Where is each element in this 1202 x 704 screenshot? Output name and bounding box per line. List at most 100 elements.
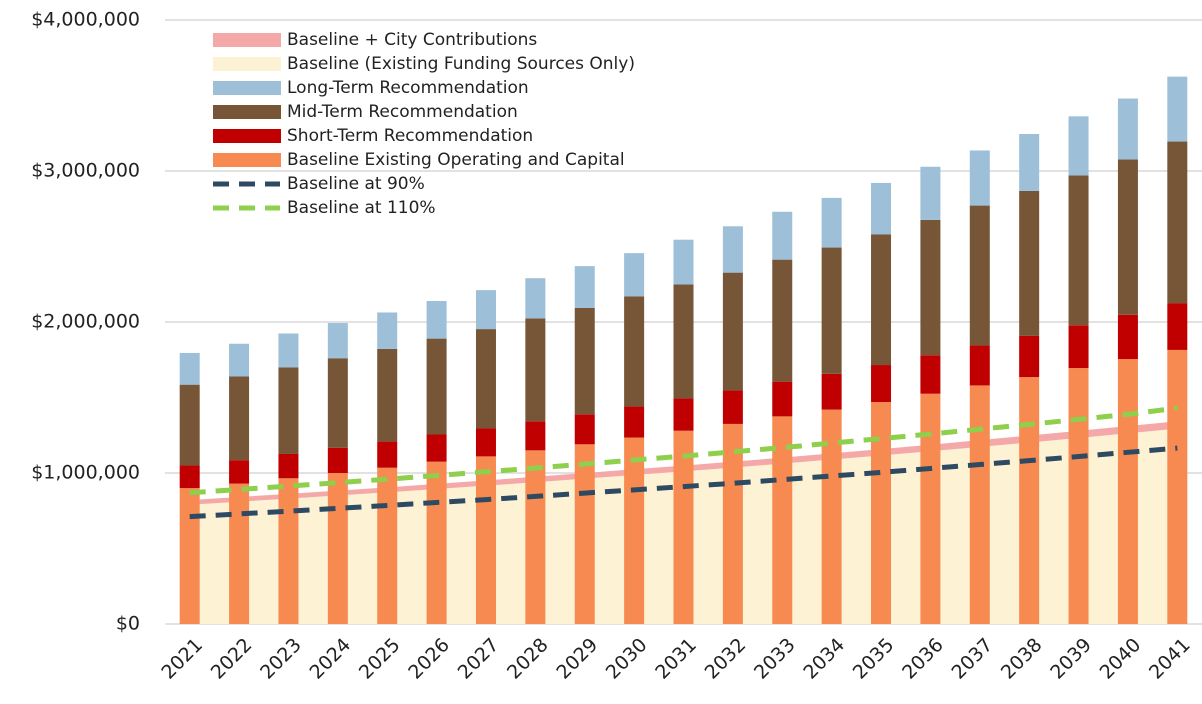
bar-segment — [327, 447, 348, 473]
bar-segment — [229, 483, 250, 624]
bar-segment — [969, 385, 990, 624]
bar-segment — [624, 437, 645, 624]
bar-segment — [1167, 141, 1188, 304]
legend-swatch — [213, 33, 281, 47]
bar-segment — [574, 444, 595, 624]
bar-segment — [327, 323, 348, 359]
bar-segment — [673, 239, 694, 285]
legend-swatch — [213, 153, 281, 167]
legend-label: Baseline at 90% — [287, 174, 425, 194]
bar-segment — [871, 182, 892, 235]
x-tick-label: 2039 — [1046, 634, 1096, 684]
x-tick-label: 2038 — [997, 634, 1047, 684]
bar-segment — [673, 398, 694, 431]
y-tick-label: $4,000,000 — [31, 9, 140, 31]
bar-segment — [624, 296, 645, 407]
bar-segment — [229, 460, 250, 484]
bar-segment — [969, 150, 990, 206]
bar-segment — [772, 259, 793, 382]
bar-segment — [278, 478, 299, 624]
x-tick-label: 2023 — [256, 634, 306, 684]
bar-segment — [1167, 349, 1188, 624]
x-tick-label: 2034 — [799, 634, 849, 684]
legend-swatch — [213, 129, 281, 143]
bar-segment — [871, 365, 892, 403]
bar-segment — [525, 421, 546, 451]
bar-segment — [1019, 377, 1040, 624]
bar-segment — [969, 345, 990, 386]
bar-segment — [475, 428, 496, 457]
bar-segment — [821, 197, 842, 248]
x-tick-label: 2027 — [454, 634, 504, 684]
x-tick-label: 2022 — [207, 634, 257, 684]
bar-segment — [426, 301, 447, 339]
bar-segment — [179, 384, 200, 466]
bar-segment — [574, 307, 595, 415]
bar-segment — [772, 381, 793, 417]
bar-segment — [920, 219, 941, 356]
legend-label: Baseline + City Contributions — [287, 30, 537, 50]
x-tick-label: 2037 — [947, 634, 997, 684]
x-tick-label: 2025 — [355, 634, 405, 684]
bar-segment — [722, 390, 743, 424]
bar-segment — [475, 290, 496, 330]
bar-segment — [624, 253, 645, 297]
bar-segment — [229, 376, 250, 461]
bar-segment — [574, 266, 595, 308]
bar-segment — [673, 284, 694, 399]
legend-label: Baseline at 110% — [287, 198, 436, 218]
x-tick-label: 2036 — [898, 634, 948, 684]
bar-segment — [1167, 76, 1188, 142]
bar-segment — [772, 211, 793, 260]
x-tick-label: 2031 — [651, 634, 701, 684]
x-tick-label: 2021 — [157, 634, 207, 684]
legend-swatch — [213, 81, 281, 95]
bar-segment — [278, 333, 299, 368]
bar-segment — [377, 312, 398, 349]
y-tick-label: $2,000,000 — [31, 311, 140, 333]
x-tick-label: 2028 — [503, 634, 553, 684]
bar-segment — [821, 409, 842, 624]
bar-segment — [1117, 98, 1138, 160]
x-tick-label: 2032 — [701, 634, 751, 684]
x-tick-label: 2033 — [750, 634, 800, 684]
bar-segment — [475, 329, 496, 429]
bar-segment — [426, 338, 447, 435]
x-tick-label: 2035 — [849, 634, 899, 684]
bar-segment — [772, 416, 793, 624]
bar-segment — [525, 278, 546, 319]
bar-segment — [377, 348, 398, 442]
x-tick-label: 2029 — [552, 634, 602, 684]
bar-segment — [327, 358, 348, 448]
legend-label: Baseline Existing Operating and Capital — [287, 150, 625, 170]
bar-segment — [179, 352, 200, 385]
bar-segment — [1068, 175, 1089, 326]
x-tick-label: 2030 — [602, 634, 652, 684]
bar-segment — [179, 465, 200, 489]
legend-label: Short-Term Recommendation — [287, 126, 533, 146]
y-tick-label: $0 — [116, 613, 140, 635]
legend-swatch — [213, 105, 281, 119]
legend-swatch — [213, 57, 281, 71]
bar-segment — [920, 166, 941, 220]
bar-segment — [871, 402, 892, 624]
bar-segment — [525, 450, 546, 624]
bar-segment — [1117, 358, 1138, 624]
bar-segment — [920, 355, 941, 394]
bar-segment — [1019, 134, 1040, 191]
bar-segment — [377, 467, 398, 624]
bar-segment — [722, 423, 743, 624]
bar-segment — [821, 373, 842, 410]
bar-segment — [673, 430, 694, 624]
bar-segment — [920, 393, 941, 624]
bar-segment — [1167, 303, 1188, 350]
legend-label: Mid-Term Recommendation — [287, 102, 518, 122]
y-tick-label: $1,000,000 — [31, 462, 140, 484]
bar-segment — [722, 272, 743, 391]
legend-label: Long-Term Recommendation — [287, 78, 529, 98]
bar-segment — [1117, 314, 1138, 359]
legend-label: Baseline (Existing Funding Sources Only) — [287, 54, 635, 74]
bar-segment — [871, 234, 892, 366]
x-tick-label: 2024 — [306, 634, 356, 684]
